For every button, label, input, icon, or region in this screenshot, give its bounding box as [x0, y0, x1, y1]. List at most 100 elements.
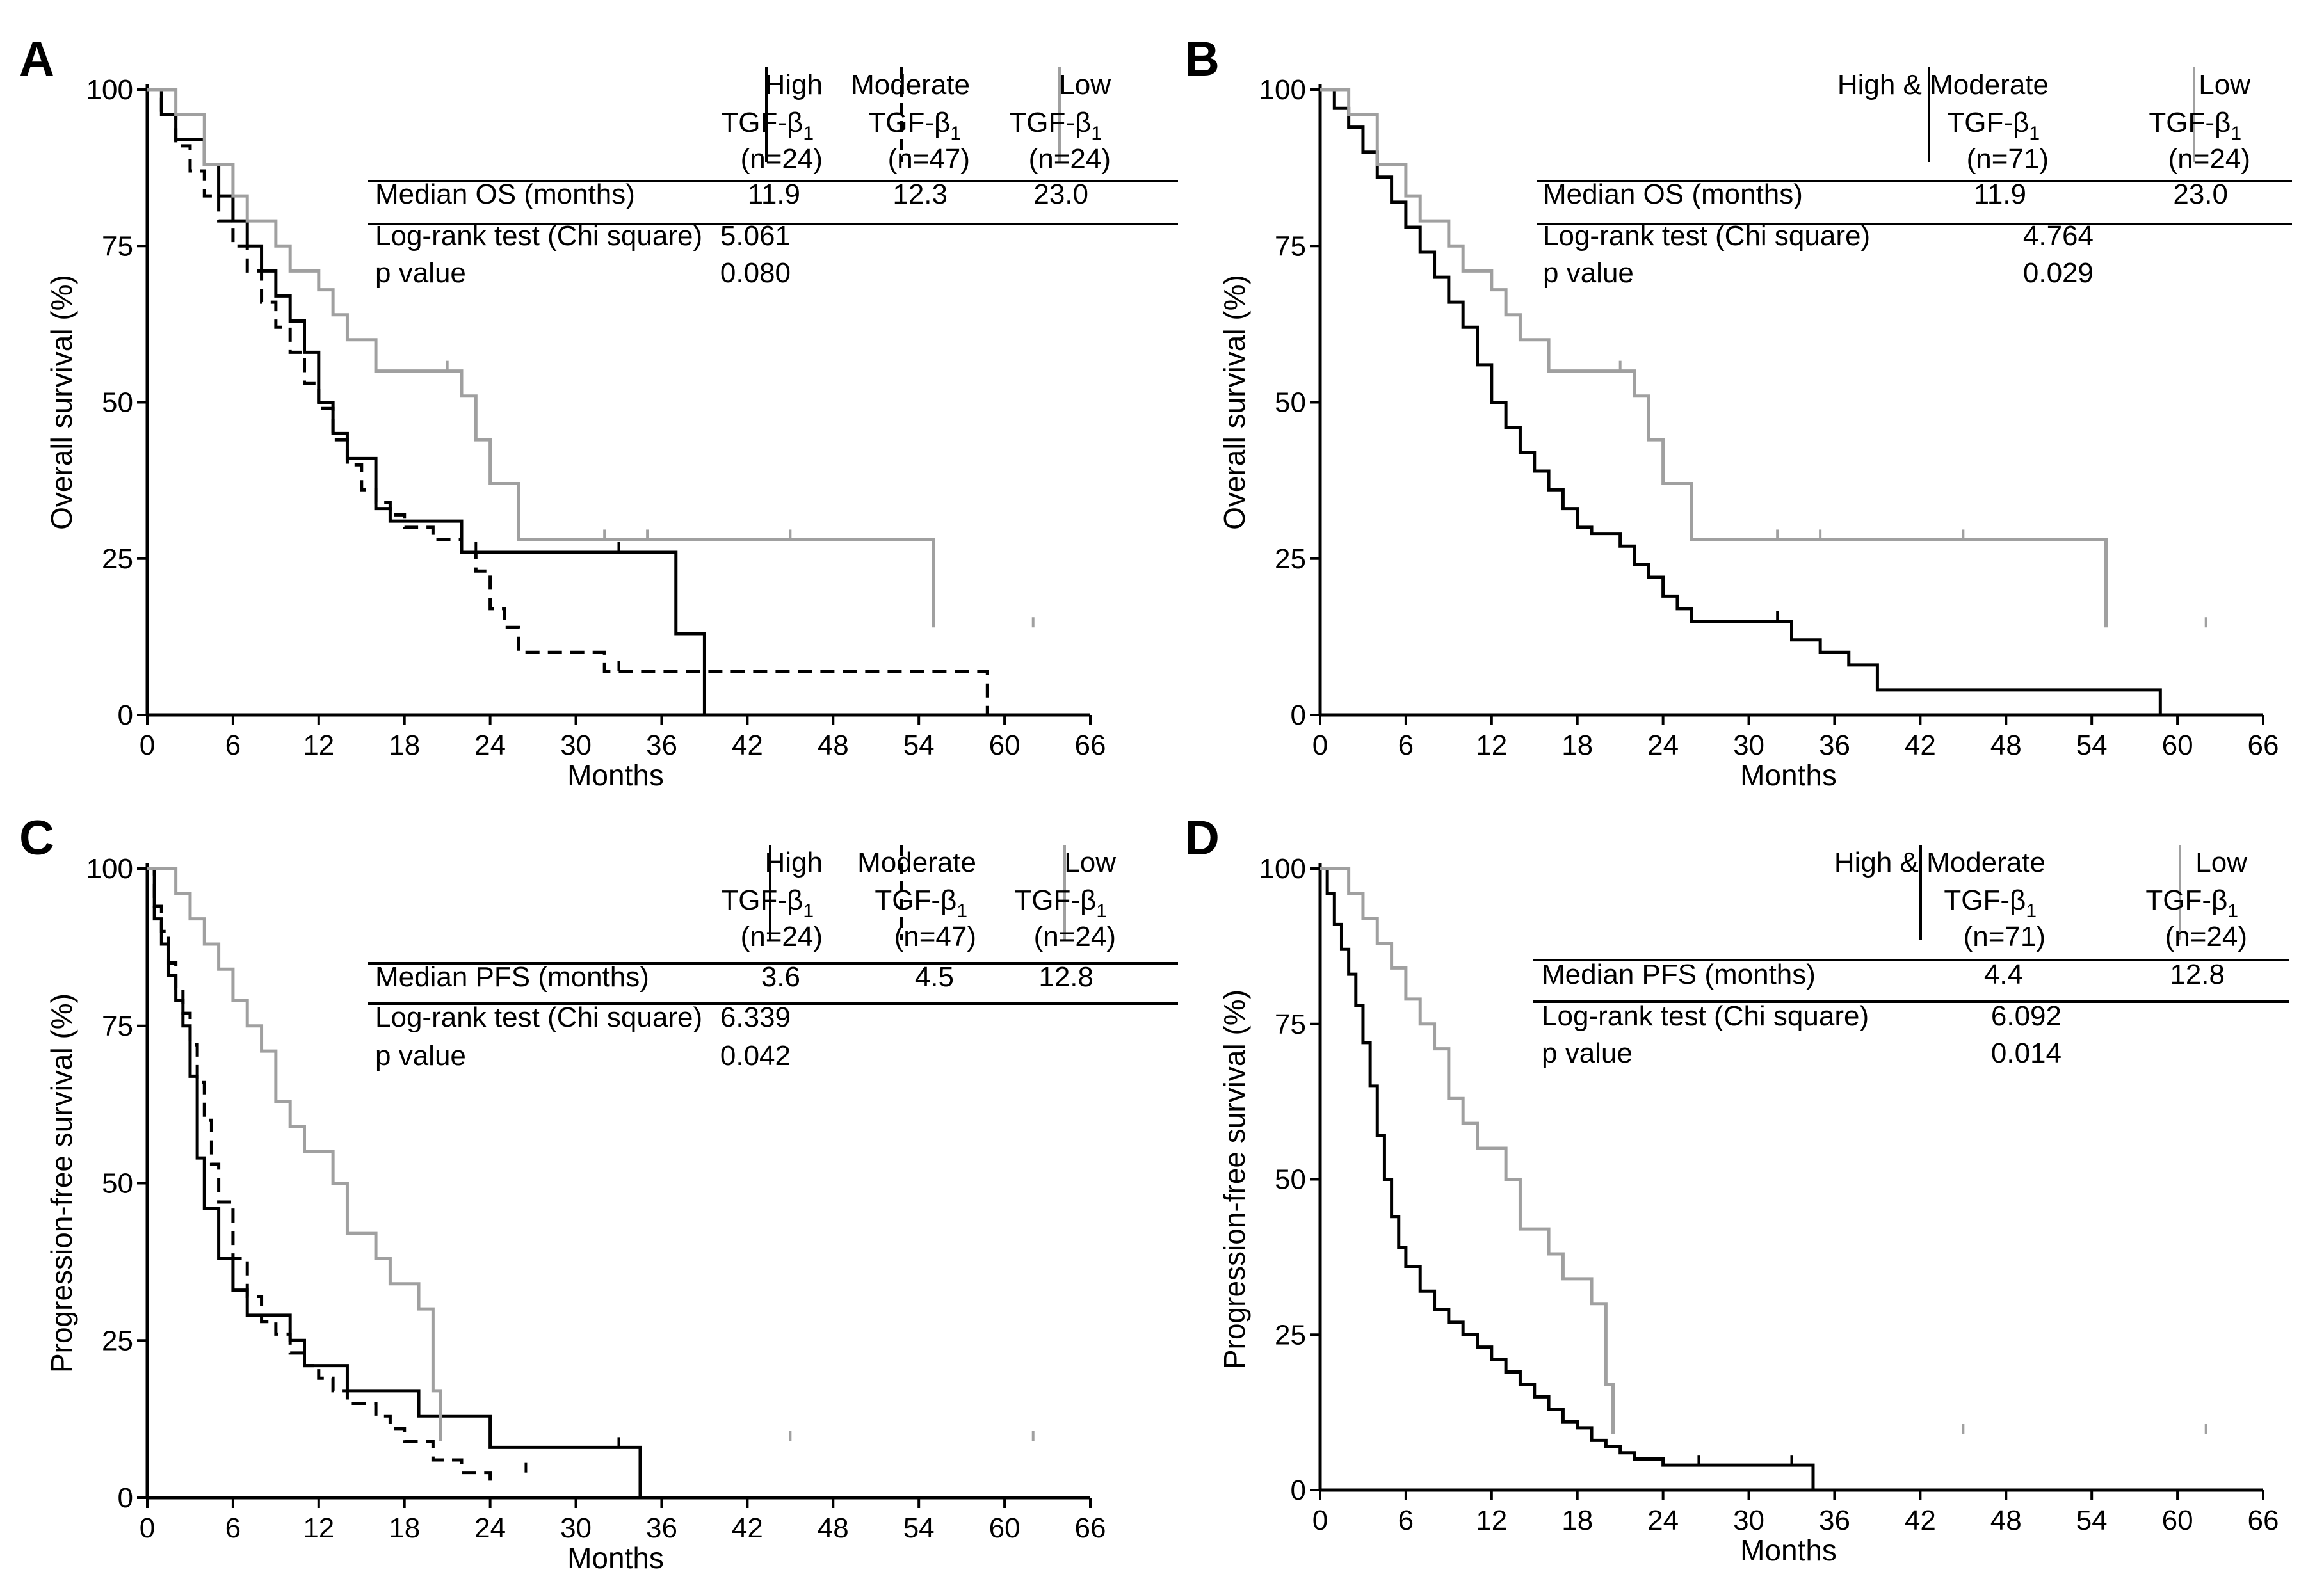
panel-b-x-tick-label: 0	[1312, 730, 1328, 761]
panel-a-column-name: High	[765, 69, 823, 100]
panel-b-row-value: 4.764	[2023, 220, 2094, 252]
panel-b-column-name: High & Moderate	[1837, 69, 2049, 100]
panel-b-x-tick-label: 60	[2162, 730, 2193, 761]
panel-c-column-label: TGF-β1	[1014, 885, 1107, 922]
panel-d-x-tick-label: 18	[1561, 1505, 1593, 1536]
panel-a-curve-dashed	[147, 88, 989, 715]
panel-a-x-tick-label: 42	[732, 730, 763, 761]
panel-b-x-tick-label: 30	[1733, 730, 1764, 761]
panel-a-row-value: 12.3	[892, 179, 948, 210]
panel-d-y-tick-label: 100	[1259, 853, 1306, 885]
panel-c-x-tick-label: 36	[646, 1512, 677, 1544]
panel-c-y-tick-label: 25	[102, 1325, 133, 1356]
panel-b-y-tick-label: 100	[1259, 74, 1306, 106]
panel-a-column-n: (n=24)	[1029, 143, 1111, 175]
panel-c-x-tick-label: 30	[560, 1512, 592, 1544]
panel-d-column-n: (n=24)	[2165, 921, 2247, 952]
panel-d-curve-gray	[1320, 867, 1615, 1434]
panel-c-x-tick-label: 66	[1075, 1512, 1106, 1544]
panel-c-y-tick-label: 100	[86, 853, 133, 885]
panel-a-x-tick-label: 0	[140, 730, 155, 761]
panel-a-x-tick-label: 48	[818, 730, 849, 761]
panel-c-y-tick-label: 50	[102, 1168, 133, 1199]
panel-a-column-name: Low	[1059, 69, 1111, 100]
panel-d-x-tick-label: 36	[1819, 1505, 1850, 1536]
panel-d-x-tick-label: 30	[1733, 1505, 1764, 1536]
panel-a-y-tick-label: 50	[102, 387, 133, 419]
panel-a-x-tick-label: 12	[303, 730, 334, 761]
panel-d-x-tick-label: 24	[1647, 1505, 1679, 1536]
panel-c-curve-dashed	[147, 867, 492, 1486]
panel-d-column-label: TGF-β1	[1944, 885, 2037, 922]
panel-c-x-tick-label: 0	[140, 1512, 155, 1544]
panel-d-letter: D	[1184, 811, 1220, 865]
panel-a-row-label: p value	[375, 257, 466, 289]
panel-c-curve-gray	[147, 867, 442, 1441]
panel-a-y-tick-label: 0	[118, 700, 133, 731]
panel-d-x-title: Months	[1740, 1534, 1837, 1567]
panel-c-x-tick-label: 42	[732, 1512, 763, 1544]
panel-b-y-tick-label: 25	[1275, 543, 1306, 575]
panel-c-column-name: Moderate	[857, 847, 976, 878]
panel-a-column-n: (n=47)	[888, 143, 970, 175]
panel-c-column-label: TGF-β1	[721, 885, 814, 922]
panel-d-row-label: Median PFS (months)	[1542, 959, 1816, 990]
panel-b-letter: B	[1184, 32, 1220, 86]
panel-b-row-value: 23.0	[2173, 179, 2228, 210]
panel-c-x-tick-label: 48	[818, 1512, 849, 1544]
panel-d-x-tick-label: 54	[2076, 1505, 2108, 1536]
panel-c-row-label: Log-rank test (Chi square)	[375, 1002, 702, 1033]
panel-c-column-n: (n=24)	[1034, 921, 1116, 952]
panel-c-column-n: (n=24)	[741, 921, 823, 952]
panel-b-x-title: Months	[1740, 758, 1837, 792]
panel-c-row-label: p value	[375, 1040, 466, 1071]
panel-a-x-tick-label: 66	[1075, 730, 1106, 761]
panel-a-row-value: 23.0	[1033, 179, 1088, 210]
panel-a-curve-gray	[147, 88, 935, 628]
panel-c-row-value: 12.8	[1038, 961, 1093, 993]
panel-a-x-tick-label: 36	[646, 730, 677, 761]
panel-c-letter: C	[19, 811, 54, 865]
panel-b-curve-solid	[1320, 88, 2162, 715]
panel-b-y-tick-label: 50	[1275, 387, 1306, 419]
panel-c-x-tick-label: 12	[303, 1512, 334, 1544]
panel-d-row-label: p value	[1542, 1038, 1633, 1069]
panel-b-x-tick-label: 54	[2076, 730, 2108, 761]
panel-d-x-tick-label: 66	[2248, 1505, 2279, 1536]
panel-a-letter: A	[19, 32, 54, 86]
panel-b-x-tick-label: 24	[1647, 730, 1679, 761]
panel-c-row-value: 6.339	[720, 1002, 791, 1033]
panel-b-curve-gray	[1320, 88, 2108, 628]
panel-d-x-tick-label: 12	[1476, 1505, 1507, 1536]
panel-d-x-tick-label: 42	[1905, 1505, 1936, 1536]
panel-b-x-tick-label: 36	[1819, 730, 1850, 761]
panel-b-x-tick-label: 42	[1905, 730, 1936, 761]
panel-c-column-n: (n=47)	[894, 921, 976, 952]
panel-c-x-tick-label: 6	[225, 1512, 241, 1544]
panel-b-column-label: TGF-β1	[2149, 107, 2241, 144]
panel-c-x-tick-label: 60	[989, 1512, 1021, 1544]
panel-d-y-tick-label: 75	[1275, 1009, 1306, 1040]
panel-a-x-tick-label: 24	[474, 730, 506, 761]
panel-c-row-value: 4.5	[915, 961, 954, 993]
panel-b-row-value: 11.9	[1974, 179, 2026, 210]
panel-a-x-tick-label: 30	[560, 730, 592, 761]
panel-c-y-title: Progression-free survival (%)	[45, 993, 78, 1373]
panel-b-y-title: Overall survival (%)	[1218, 275, 1251, 530]
panel-c-column-label: TGF-β1	[875, 885, 967, 922]
panel-c-row-value: 3.6	[761, 961, 800, 993]
panel-d-column-name: High & Moderate	[1834, 847, 2046, 878]
panel-c-curve-solid	[147, 867, 642, 1498]
panel-b-row-label: Median OS (months)	[1543, 179, 1803, 210]
panel-b-column-name: Low	[2199, 69, 2250, 100]
panel-c-x-tick-label: 18	[389, 1512, 420, 1544]
panel-d-row-value: 4.4	[1984, 959, 2023, 990]
panel-c-column-name: High	[765, 847, 823, 878]
panel-a-row-value: 11.9	[748, 179, 800, 210]
panel-c-row-label: Median PFS (months)	[375, 961, 649, 993]
panel-a-column-label: TGF-β1	[1009, 107, 1102, 144]
panel-c-y-tick-label: 75	[102, 1011, 133, 1042]
panel-c-x-tick-label: 54	[903, 1512, 935, 1544]
panel-b-y-tick-label: 75	[1275, 230, 1306, 262]
